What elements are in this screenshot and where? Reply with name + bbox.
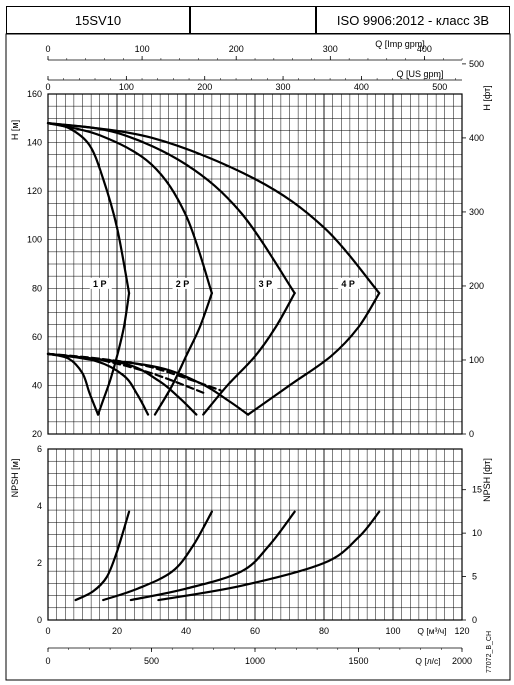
- npsh-right-tick-label: 5: [472, 572, 477, 582]
- head-right-tick-label: 200: [469, 281, 484, 291]
- head-left-tick-label: 140: [27, 138, 42, 148]
- limit-curve-3: [202, 292, 296, 416]
- head-right-tick-label: 400: [469, 133, 484, 143]
- head-right-tick-label: 500: [469, 59, 484, 69]
- ls-tick-label: 0: [45, 656, 50, 666]
- limit-curve-1: [96, 292, 131, 416]
- head-left-tick-label: 160: [27, 89, 42, 99]
- m3h-tick-label: 0: [45, 626, 50, 636]
- head-right-tick-label: 0: [469, 429, 474, 439]
- m3h-tick-label: 40: [181, 626, 191, 636]
- m3h-tick-label: 60: [250, 626, 260, 636]
- curve-label-2: 2 P: [176, 279, 190, 289]
- dashed-curve-1: [46, 352, 205, 394]
- min-flow-curve-4: [46, 352, 250, 416]
- npsh-left-tick-label: 2: [37, 558, 42, 568]
- head-left-tick-label: 40: [32, 380, 42, 390]
- head-left-tick-label: 100: [27, 235, 42, 245]
- npsh-right-tick-label: 10: [472, 528, 482, 538]
- ls-tick-label: 2000: [452, 656, 472, 666]
- m3h-tick-label: 100: [385, 626, 400, 636]
- npsh-left-tick-label: 4: [37, 501, 42, 511]
- imp-tick-label: 200: [229, 44, 244, 54]
- head-left-axis-label: H [м]: [10, 120, 20, 140]
- us-tick-label: 0: [45, 82, 50, 92]
- m3h-tick-label: 80: [319, 626, 329, 636]
- head-left-tick-label: 80: [32, 283, 42, 293]
- curve-label-4: 4 P: [341, 279, 355, 289]
- blank-cell: [190, 6, 316, 34]
- limit-curve-2: [153, 292, 213, 416]
- m3h-axis-label: Q [м³/ч]: [417, 626, 446, 636]
- imp-tick-label: 300: [323, 44, 338, 54]
- imp-tick-label: 400: [417, 44, 432, 54]
- curve-label-bg: [255, 277, 278, 289]
- us-tick-label: 300: [276, 82, 291, 92]
- head-left-tick-label: 120: [27, 186, 42, 196]
- head-plot-border: [47, 93, 463, 435]
- m3h-tick-label: 120: [454, 626, 469, 636]
- us-tick-label: 100: [119, 82, 134, 92]
- head-left-tick-label: 60: [32, 332, 42, 342]
- standard-cell: ISO 9906:2012 - класс 3B: [316, 6, 510, 34]
- curve-label-3: 3 P: [259, 279, 273, 289]
- head-right-tick-label: 300: [469, 207, 484, 217]
- npsh-curve-4: [157, 510, 381, 602]
- ls-tick-label: 1000: [245, 656, 265, 666]
- curve-label-1: 1 P: [93, 279, 107, 289]
- imp-axis-label: Q [Imp gpm]: [375, 39, 425, 49]
- imp-tick-label: 100: [135, 44, 150, 54]
- us-tick-label: 200: [197, 82, 212, 92]
- head-left-tick-label: 20: [32, 429, 42, 439]
- us-tick-label: 400: [354, 82, 369, 92]
- npsh-plot-border: [47, 448, 463, 621]
- min-flow-curve-3: [46, 352, 198, 416]
- m3h-tick-label: 20: [112, 626, 122, 636]
- npsh-curve-2: [102, 510, 213, 602]
- npsh-curve-3: [129, 510, 296, 602]
- npsh-right-axis-label: NPSH [фт]: [482, 458, 492, 502]
- outer-border: [5, 33, 511, 681]
- npsh-left-tick-label: 6: [37, 444, 42, 454]
- dashed-curve-2: [46, 352, 222, 392]
- head-curve-3: [46, 122, 296, 295]
- us-axis-label: Q [US gpm]: [396, 69, 443, 79]
- min-flow-curve-1: [46, 352, 100, 416]
- head-curve-4: [46, 122, 381, 295]
- curve-label-bg: [338, 277, 361, 289]
- imp-tick-label: 0: [45, 44, 50, 54]
- npsh-curve-1: [74, 510, 131, 602]
- curve-label-bg: [172, 277, 195, 289]
- ls-tick-label: 1500: [348, 656, 368, 666]
- model-cell: 15SV10: [6, 6, 190, 34]
- ls-tick-label: 500: [144, 656, 159, 666]
- min-flow-curve-2: [46, 352, 150, 416]
- npsh-left-tick-label: 0: [37, 615, 42, 625]
- head-right-tick-label: 100: [469, 355, 484, 365]
- npsh-right-tick-label: 15: [472, 485, 482, 495]
- head-curve-1: [46, 122, 131, 295]
- us-tick-label: 500: [432, 82, 447, 92]
- curve-label-bg: [89, 277, 112, 289]
- head-right-axis-label: H [фт]: [482, 85, 492, 110]
- npsh-right-tick-label: 0: [472, 615, 477, 625]
- limit-curve-4: [247, 292, 381, 416]
- ls-axis-label: Q [л/с]: [415, 656, 440, 666]
- npsh-left-axis-label: NPSH [м]: [10, 459, 20, 498]
- head-curve-2: [46, 122, 213, 295]
- drawing-code: 77072_B_CH: [486, 630, 493, 673]
